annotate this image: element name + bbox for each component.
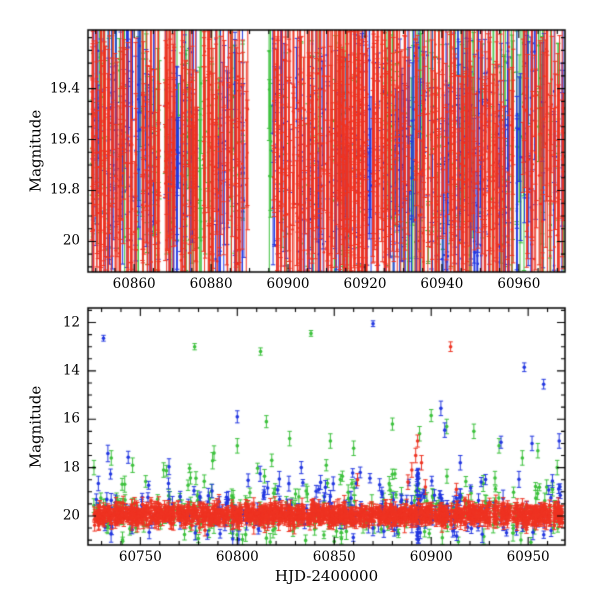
y-tick-label: 18: [62, 458, 80, 475]
top-panel-y-axis-title: Magnitude: [26, 109, 45, 193]
x-tick-label: 60900: [409, 549, 453, 565]
x-axis-title: HJD-2400000: [274, 567, 379, 585]
x-tick-label: 60960: [497, 276, 541, 292]
bottom-panel-y-axis-title: Magnitude: [26, 385, 45, 468]
x-tick-label: 60920: [343, 276, 387, 292]
x-tick-label: 60860: [112, 276, 156, 292]
y-tick-label: 14: [62, 362, 80, 379]
x-tick-label: 60750: [118, 549, 162, 565]
x-tick-label: 60800: [215, 549, 259, 565]
y-tick-label: 19.6: [49, 130, 80, 147]
y-tick-label: 12: [62, 313, 80, 330]
x-tick-label: 60880: [189, 276, 233, 292]
y-tick-label: 16: [62, 410, 80, 427]
x-tick-label: 60950: [506, 549, 550, 565]
x-tick-label: 60900: [266, 276, 310, 292]
y-tick-label: 19.8: [49, 181, 80, 198]
y-tick-label: 20: [62, 507, 80, 524]
x-tick-label: 60850: [312, 549, 356, 565]
y-tick-label: 19.4: [49, 79, 80, 96]
y-tick-label: 20: [62, 232, 80, 249]
x-tick-label: 60940: [420, 276, 464, 292]
